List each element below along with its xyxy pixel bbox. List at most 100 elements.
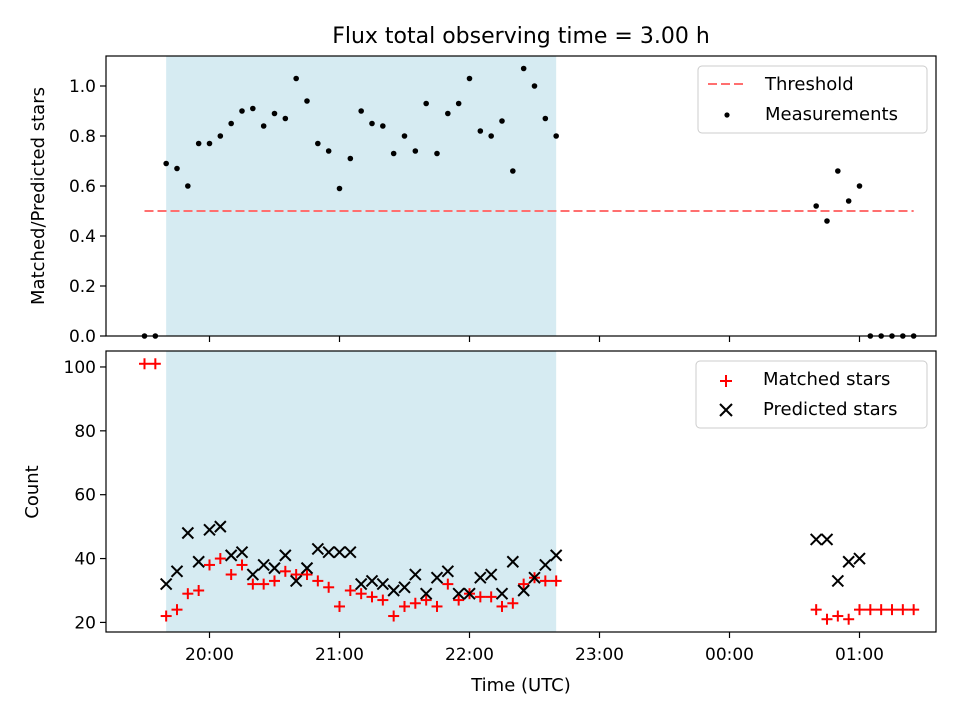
matched-star-point: [539, 575, 551, 587]
top-plot-frame: [105, 55, 937, 337]
predicted-star-point: [170, 565, 184, 578]
matched-star-point: [518, 578, 530, 590]
legend-threshold-label: Threshold: [764, 74, 854, 95]
predicted-star-point: [214, 520, 227, 533]
predicted-star-point: [831, 574, 845, 588]
matched-star-point: [290, 569, 302, 581]
measurement-point: [499, 118, 505, 124]
matched-star-point: [193, 584, 205, 596]
figure-title: Flux total observing time = 3.00 h: [332, 24, 710, 49]
measurement-point: [380, 123, 386, 129]
x-tick-label: 23:00: [575, 645, 624, 665]
matched-star-point: [431, 600, 443, 612]
measurement-point: [325, 148, 332, 154]
matched-star-point: [908, 604, 920, 616]
predicted-star-point: [235, 545, 249, 559]
measurement-point: [423, 100, 429, 107]
matched-star-point: [236, 559, 248, 571]
predicted-star-point: [279, 549, 292, 562]
top-shaded-region: [166, 56, 557, 336]
predicted-star-point: [517, 584, 530, 597]
matched-star-point: [279, 565, 291, 577]
measurement-point: [553, 133, 559, 139]
matched-star-point: [864, 604, 876, 616]
matched-star-point: [214, 553, 226, 565]
matched-star-point: [301, 569, 313, 581]
matched-star-point: [377, 594, 389, 606]
predicted-star-point: [820, 533, 834, 546]
predicted-star-point: [853, 552, 866, 565]
y-tick-label: 40: [74, 550, 96, 570]
legend-matched-swatch: [720, 375, 732, 387]
x-axis-label: Time (UTC): [470, 675, 571, 696]
predicted-star-point: [809, 533, 823, 546]
matched-star-point: [474, 591, 486, 603]
legend-measurements-label: Measurements: [765, 104, 898, 125]
predicted-star-point: [842, 555, 855, 568]
measurement-point: [293, 75, 299, 82]
matched-star-point: [355, 588, 367, 600]
predicted-star-point: [300, 561, 314, 575]
top-legend: Threshold Measurements: [697, 65, 928, 134]
legend-predicted-swatch: [719, 403, 733, 417]
measurement-point: [217, 133, 224, 139]
measurement-point: [835, 168, 841, 174]
matched-star-point: [225, 569, 237, 581]
matched-star-point: [810, 604, 822, 616]
predicted-star-point: [344, 545, 357, 559]
measurement-point: [412, 148, 419, 154]
predicted-star-point: [159, 577, 173, 591]
measurement-point: [401, 133, 408, 139]
predicted-star-point: [419, 587, 433, 600]
matched-stars-series: [139, 358, 920, 625]
predicted-star-point: [322, 545, 335, 559]
predicted-star-point: [203, 523, 216, 537]
predicted-star-point: [268, 561, 281, 575]
predicted-star-point: [354, 577, 368, 591]
matched-star-point: [247, 578, 259, 590]
y-tick-label: 1.0: [69, 77, 96, 97]
predicted-star-point: [430, 571, 444, 584]
measurement-point: [477, 128, 484, 134]
matched-star-point: [366, 591, 378, 603]
predicted-star-point: [495, 587, 509, 600]
top-legend-box: [697, 65, 928, 134]
y-tick-label: 0.0: [69, 327, 96, 347]
predicted-star-point: [289, 574, 303, 588]
matched-star-point: [832, 610, 844, 622]
x-tick-label: 00:00: [705, 645, 754, 665]
bottom-panel: 20 40 60 80 100 20:00 21:00 22:00 23:00 00:00 01:…: [22, 350, 937, 696]
predicted-star-point: [181, 526, 195, 540]
bottom-legend-box: [695, 360, 928, 429]
matched-star-point: [507, 597, 519, 609]
measurement-point: [347, 155, 354, 162]
y-tick-label: 80: [74, 422, 96, 442]
matched-star-point: [409, 597, 421, 609]
x-tick-label: 21:00: [315, 645, 364, 665]
matched-star-point: [897, 604, 909, 616]
top-y-axis-label: Matched/Predicted stars: [28, 87, 49, 305]
predicted-star-point: [376, 577, 390, 591]
measurement-point: [206, 140, 213, 147]
matched-star-point: [139, 358, 150, 370]
matched-star-point: [399, 600, 410, 612]
y-tick-label: 60: [74, 486, 96, 506]
matched-star-point: [312, 575, 324, 587]
bottom-legend: Matched stars Predicted stars: [695, 360, 928, 429]
legend-predicted-label: Predicted stars: [763, 399, 897, 420]
measurement-point: [185, 183, 191, 189]
matched-star-point: [875, 604, 887, 616]
matched-star-point: [344, 584, 356, 596]
y-tick-label: 0.8: [69, 127, 96, 147]
predicted-star-point: [539, 558, 552, 572]
predicted-star-point: [365, 574, 379, 588]
legend-matched-label: Matched stars: [763, 369, 890, 390]
measurement-point: [304, 98, 310, 104]
matched-star-point: [160, 610, 172, 622]
matched-star-point: [182, 588, 194, 600]
matched-star-point: [496, 600, 508, 612]
predicted-star-point: [257, 558, 270, 572]
predicted-star-point: [506, 555, 520, 568]
measurement-point: [845, 198, 852, 204]
matched-star-point: [821, 613, 833, 625]
